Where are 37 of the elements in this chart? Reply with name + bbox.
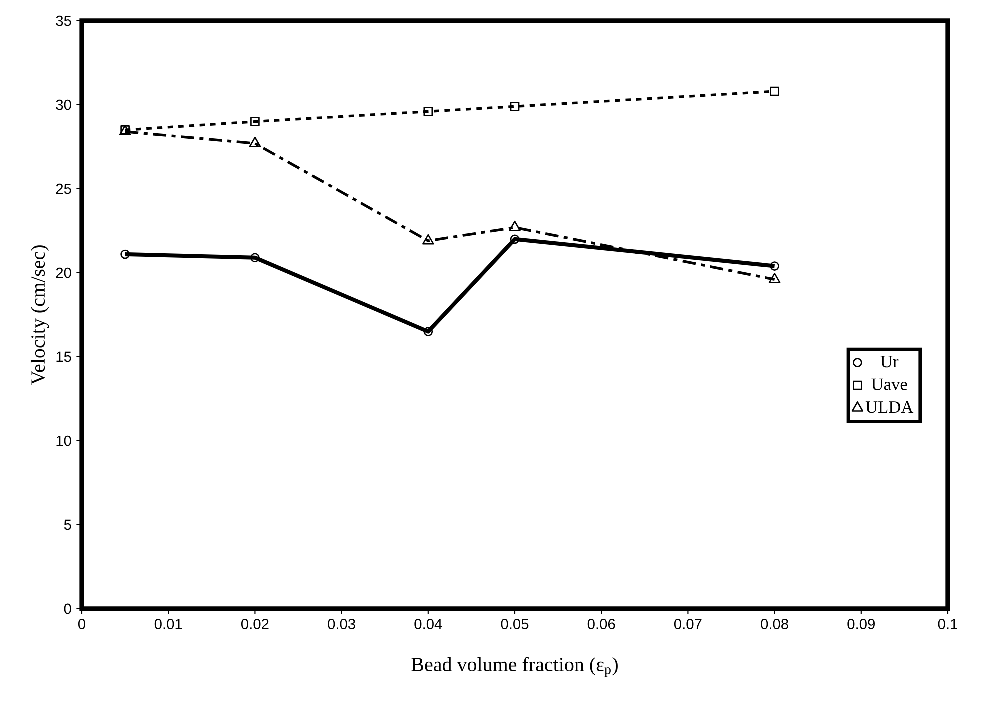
x-tick-label: 0.1 [938,619,958,630]
y-tick-label: 35 [56,16,72,26]
x-tick-label: 0.09 [848,619,875,630]
y-tick-label: 10 [56,436,72,446]
point [422,234,434,245]
x-tick-label: 0.06 [588,619,616,630]
y-tick-label: 25 [56,184,72,194]
point [250,253,260,263]
point [249,136,262,148]
point [120,250,130,260]
y-tick-label: 20 [56,268,72,278]
point [509,220,521,232]
y-tick-label: 5 [64,520,72,530]
x-tick-label: 0.03 [328,619,356,630]
x-tick-label: 0.05 [501,619,529,630]
x-tick-label: 0 [78,619,86,630]
point [250,117,260,126]
x-tick-label: 0.04 [414,619,442,630]
y-tick-label: 0 [64,604,72,614]
legend-label: Ur [880,356,899,368]
x-tick-label: 0.01 [154,619,182,630]
point [768,273,781,284]
x-tick-label: 0.08 [761,619,788,630]
legend-label: ULDA [866,402,914,414]
point [770,262,780,271]
y-tick-label: 15 [56,352,72,362]
legend-label: Uave [872,378,908,390]
point [424,327,434,336]
point [510,234,520,244]
point [424,107,434,116]
x-axis-title: Bead volume fraction (ε$_{p}$) [412,657,618,678]
y-tick-label: 30 [56,100,72,110]
x-tick-label: 0.02 [242,619,269,630]
x-tick-label: 0.07 [674,619,702,630]
y-axis-title: Velocity (cm/sec) [30,246,50,386]
point [510,102,520,112]
point [770,86,780,96]
